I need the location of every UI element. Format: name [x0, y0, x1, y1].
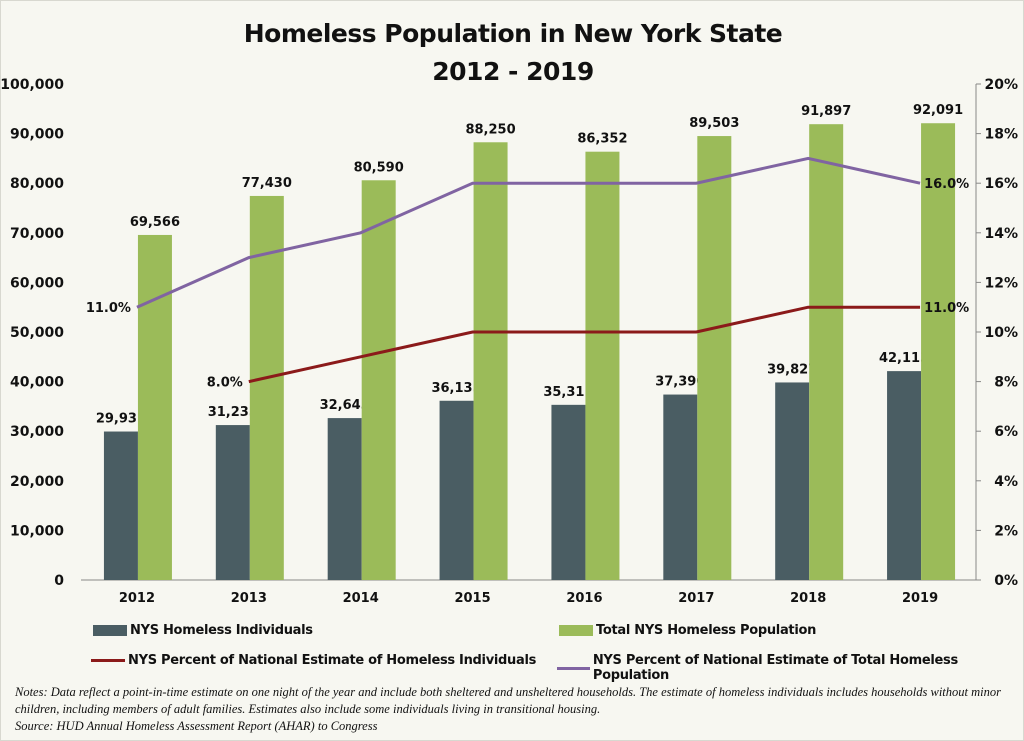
bar-label-individuals: 37,390 — [655, 375, 705, 390]
bar-individuals — [103, 431, 138, 580]
x-tick-label: 2016 — [566, 591, 602, 606]
y2-tick-label: 6% — [994, 424, 1018, 440]
bar-label-individuals: 35,315 — [543, 385, 593, 400]
x-tick-label: 2013 — [231, 591, 267, 606]
bar-label-individuals: 42,113 — [879, 351, 929, 366]
bar-label-total: 89,503 — [689, 116, 739, 131]
y-tick-label: 90,000 — [10, 127, 64, 143]
bar-label-individuals: 32,643 — [320, 398, 370, 413]
legend-label: NYS Percent of National Estimate of Home… — [128, 653, 537, 668]
bar-label-total: 88,250 — [465, 122, 515, 137]
y2-tick-label: 14% — [984, 226, 1018, 242]
y2-tick-label: 10% — [984, 325, 1018, 341]
y-tick-label: 10,000 — [10, 523, 64, 539]
y-tick-label: 50,000 — [10, 325, 64, 341]
legend-label: Total NYS Homeless Population — [596, 623, 817, 638]
bar-label-total: 91,897 — [801, 104, 851, 119]
bar-individuals — [663, 394, 698, 580]
bar-individuals — [775, 382, 810, 580]
bar-total — [249, 195, 284, 580]
y-tick-label: 30,000 — [10, 424, 64, 440]
y-tick-label: 40,000 — [10, 375, 64, 391]
line-label-first: 11.0% — [86, 301, 131, 316]
legend-label: NYS Percent of National Estimate of Tota… — [592, 653, 958, 683]
legend-line-pct-individuals — [91, 659, 125, 662]
bar-total — [809, 124, 844, 580]
x-tick-label: 2015 — [454, 591, 490, 606]
legend-line-pct-total — [557, 666, 590, 670]
x-tick-label: 2018 — [790, 591, 826, 606]
y2-tick-label: 2% — [994, 523, 1018, 539]
y-tick-label: 0 — [54, 573, 64, 589]
y-tick-label: 20,000 — [10, 474, 64, 490]
chart-notes: Notes: Data reflect a point-in-time esti… — [15, 684, 1015, 735]
y-tick-label: 80,000 — [10, 176, 64, 192]
bar-individuals — [439, 400, 474, 580]
chart-subtitle: 2012 - 2019 — [432, 57, 594, 86]
notes-text: Notes: Data reflect a point-in-time esti… — [15, 685, 1001, 716]
bar-label-individuals: 31,235 — [208, 405, 258, 420]
x-tick-label: 2012 — [119, 591, 155, 606]
y2-tick-label: 12% — [984, 275, 1018, 291]
legend-item-individuals: NYS Homeless Individuals — [93, 623, 313, 638]
bar-total — [585, 151, 620, 580]
y-tick-label: 60,000 — [10, 275, 64, 291]
line-pct-total — [136, 156, 921, 309]
y2-tick-label: 8% — [994, 375, 1018, 391]
source-text: Source: HUD Annual Homeless Assessment R… — [15, 719, 378, 733]
bar-label-total: 86,352 — [577, 132, 627, 147]
line-label-last: 11.0% — [924, 301, 969, 316]
x-tick-label: 2017 — [678, 591, 714, 606]
y-tick-label: 100,000 — [1, 77, 64, 93]
bar-individuals — [215, 425, 250, 580]
bar-total — [361, 180, 396, 580]
bar-total — [137, 234, 172, 580]
bar-individuals — [887, 371, 922, 580]
chart-title: Homeless Population in New York State — [243, 19, 783, 48]
bar-label-individuals: 29,935 — [96, 412, 146, 427]
legend-item-pct-total: NYS Percent of National Estimate of Tota… — [557, 653, 1023, 683]
y-tick-label: 70,000 — [10, 226, 64, 242]
x-tick-label: 2019 — [902, 591, 938, 606]
legend-item-total: Total NYS Homeless Population — [559, 623, 816, 638]
y2-tick-label: 16% — [984, 176, 1018, 192]
legend-swatch-total — [559, 625, 593, 636]
bar-label-total: 92,091 — [913, 103, 963, 118]
y2-tick-label: 18% — [984, 127, 1018, 143]
bar-total — [697, 136, 732, 580]
legend-item-pct-individuals: NYS Percent of National Estimate of Home… — [91, 653, 536, 668]
bar-total — [921, 123, 956, 580]
y2-tick-label: 0% — [994, 573, 1018, 589]
line-label-last: 16.0% — [924, 177, 969, 192]
bar-label-total: 69,566 — [130, 215, 180, 230]
legend-label: NYS Homeless Individuals — [130, 623, 313, 638]
line-label-first: 8.0% — [207, 376, 243, 391]
bar-individuals — [327, 418, 362, 580]
bar-label-total: 77,430 — [242, 176, 292, 191]
bar-individuals — [551, 404, 586, 580]
x-tick-label: 2014 — [343, 591, 379, 606]
line-pct-individuals — [248, 305, 921, 384]
legend-swatch-individuals — [93, 625, 127, 636]
bar-label-individuals: 36,135 — [431, 381, 481, 396]
y2-tick-label: 4% — [994, 474, 1018, 490]
bar-total — [473, 142, 508, 580]
y2-tick-label: 20% — [984, 77, 1018, 93]
bar-label-individuals: 39,827 — [767, 362, 817, 377]
bar-label-total: 80,590 — [354, 160, 404, 175]
